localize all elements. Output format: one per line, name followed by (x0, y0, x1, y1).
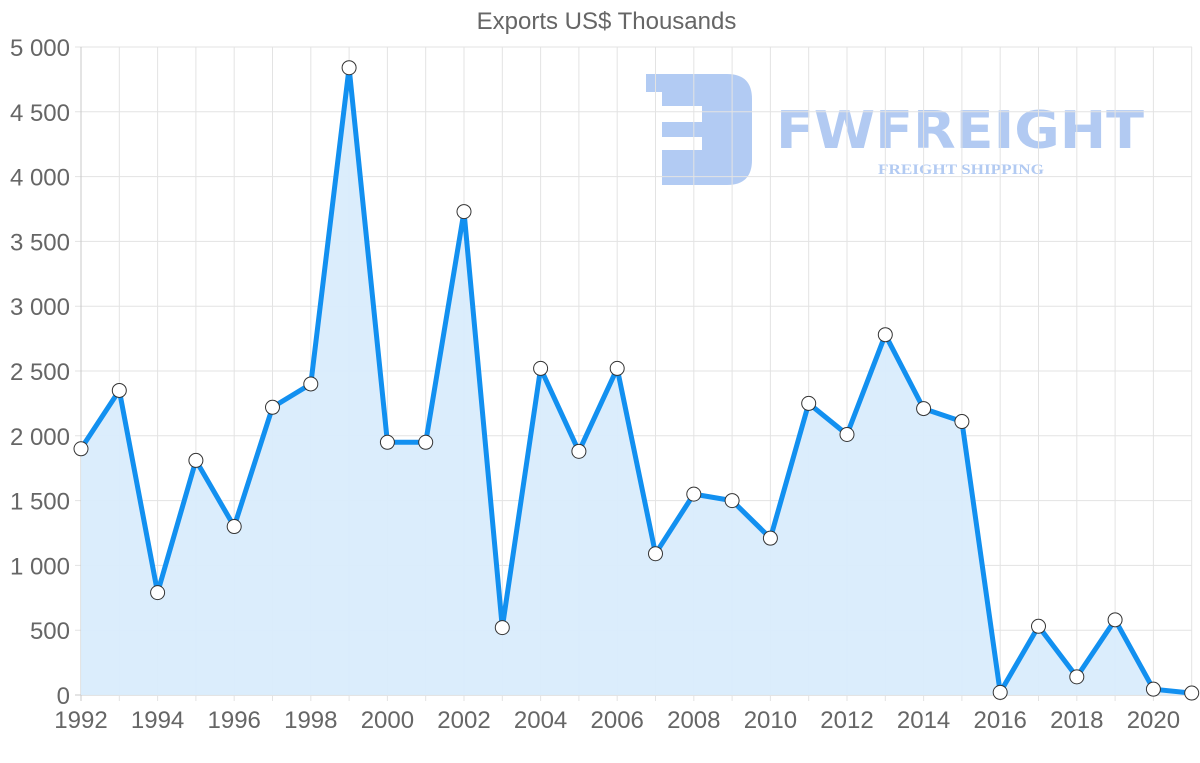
chart-title: Exports US$ Thousands (476, 8, 737, 35)
x-tick-label: 2018 (1050, 707, 1103, 734)
watermark-brand-text: FWFREIGHT (776, 101, 1145, 161)
x-tick-label: 1992 (54, 707, 107, 734)
data-point-marker[interactable] (992, 684, 1008, 700)
data-point-marker[interactable] (188, 452, 204, 468)
x-axis: 1992 1994 1996 1998 2000 2002 2004 2006 2008 2010… (54, 707, 1180, 734)
x-tick-label: 1994 (131, 707, 184, 734)
y-axis: 0 500 1 000 1 500 2 000 2 500 3 000 3 500 4 000 4… (10, 35, 70, 710)
x-tick-label: 2016 (974, 707, 1027, 734)
data-point-marker[interactable] (226, 519, 242, 535)
x-tick-label: 2000 (361, 707, 414, 734)
y-tick-label: 4 500 (10, 100, 70, 127)
data-point-marker[interactable] (571, 443, 587, 459)
data-point-marker[interactable] (724, 493, 740, 509)
y-tick-label: 3 000 (10, 294, 70, 321)
data-points (73, 60, 1200, 701)
x-tick-label: 2006 (591, 707, 644, 734)
data-point-marker[interactable] (1107, 612, 1123, 628)
data-point-marker[interactable] (801, 395, 817, 411)
y-tick-label: 1 500 (10, 489, 70, 516)
y-tick-label: 2 500 (10, 359, 70, 386)
y-tick-label: 5 000 (10, 35, 70, 62)
data-point-marker[interactable] (303, 376, 319, 392)
data-point-marker[interactable] (533, 360, 549, 376)
x-tick-label: 1998 (284, 707, 337, 734)
data-point-marker[interactable] (954, 414, 970, 430)
x-tick-label: 2020 (1127, 707, 1180, 734)
logo-mark-icon (646, 74, 752, 185)
x-tick-label: 1996 (208, 707, 261, 734)
data-point-marker[interactable] (1184, 685, 1200, 701)
x-tick-label: 2012 (820, 707, 873, 734)
x-tick-label: 2002 (437, 707, 490, 734)
data-point-marker[interactable] (418, 434, 434, 450)
series-line (78, 65, 1192, 696)
data-point-marker[interactable] (111, 382, 127, 398)
y-tick-label: 1 000 (10, 553, 70, 580)
data-point-marker[interactable] (1031, 618, 1046, 634)
y-tick-label: 2 000 (10, 424, 70, 451)
fwfreight-watermark-logo: FWFREIGHT FREIGHT SHIPPING (646, 74, 1145, 185)
y-tick-label: 0 (57, 683, 70, 710)
data-point-marker[interactable] (877, 327, 893, 343)
y-tick-label: 500 (30, 618, 70, 645)
y-tick-label: 3 500 (10, 229, 70, 256)
data-point-marker[interactable] (341, 60, 357, 76)
series-area-fill (81, 67, 1192, 695)
data-point-marker[interactable] (265, 399, 280, 415)
data-point-marker[interactable] (1069, 669, 1085, 685)
x-tick-label: 2014 (897, 707, 950, 734)
x-tick-label: 2004 (514, 707, 567, 734)
data-point-marker[interactable] (648, 546, 663, 562)
y-tick-label: 4 000 (10, 165, 70, 192)
data-point-marker[interactable] (916, 401, 932, 417)
data-point-marker[interactable] (494, 620, 510, 636)
data-point-marker[interactable] (762, 530, 778, 546)
data-point-marker[interactable] (456, 204, 472, 220)
x-tick-label: 2010 (744, 707, 797, 734)
data-point-marker[interactable] (839, 427, 855, 443)
data-point-marker[interactable] (686, 486, 702, 502)
data-point-marker[interactable] (609, 360, 625, 376)
watermark-tagline-text: FREIGHT SHIPPING (878, 162, 1044, 178)
data-point-marker[interactable] (150, 585, 166, 601)
data-point-marker[interactable] (73, 441, 89, 457)
data-point-marker[interactable] (379, 434, 395, 450)
x-tick-label: 2008 (667, 707, 720, 734)
data-point-marker[interactable] (1145, 681, 1161, 697)
